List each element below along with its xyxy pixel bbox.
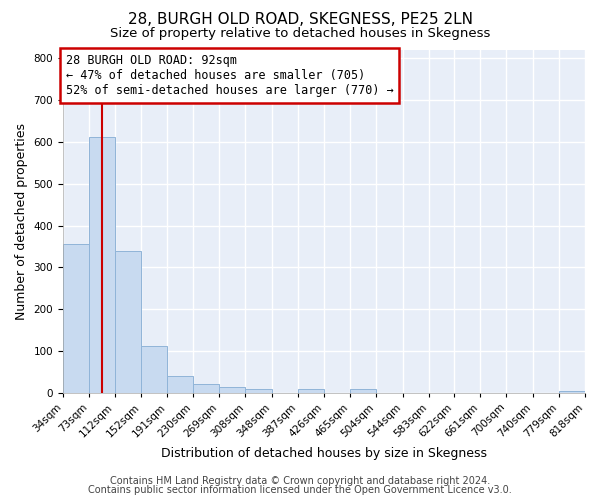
Text: Contains public sector information licensed under the Open Government Licence v3: Contains public sector information licen… [88, 485, 512, 495]
X-axis label: Distribution of detached houses by size in Skegness: Distribution of detached houses by size … [161, 447, 487, 460]
Bar [298, 390, 324, 393]
Text: Contains HM Land Registry data © Crown copyright and database right 2024.: Contains HM Land Registry data © Crown c… [110, 476, 490, 486]
Text: Size of property relative to detached houses in Skegness: Size of property relative to detached ho… [110, 28, 490, 40]
Text: 28 BURGH OLD ROAD: 92sqm
← 47% of detached houses are smaller (705)
52% of semi-: 28 BURGH OLD ROAD: 92sqm ← 47% of detach… [65, 54, 394, 97]
Bar [559, 390, 585, 393]
Bar [245, 388, 272, 393]
Text: 28, BURGH OLD ROAD, SKEGNESS, PE25 2LN: 28, BURGH OLD ROAD, SKEGNESS, PE25 2LN [128, 12, 473, 28]
Bar [220, 386, 245, 393]
Bar [193, 384, 220, 393]
Bar [63, 244, 89, 393]
Y-axis label: Number of detached properties: Number of detached properties [15, 123, 28, 320]
Bar [350, 390, 376, 393]
Bar [167, 376, 193, 393]
Bar [115, 250, 142, 393]
Bar [89, 138, 115, 393]
Bar [142, 346, 167, 393]
